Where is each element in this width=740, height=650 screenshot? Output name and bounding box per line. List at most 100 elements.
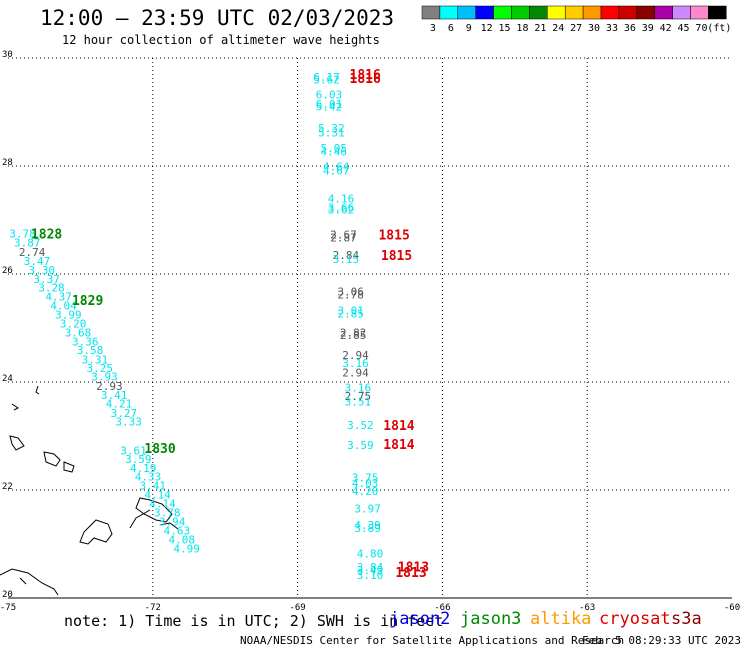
colorbar-swatch bbox=[636, 5, 655, 20]
colorbar-swatch bbox=[582, 5, 602, 20]
colorbar-label: 9 bbox=[466, 23, 472, 34]
wave-height-label: 4.99 bbox=[173, 542, 200, 555]
colorbar-label: 15 bbox=[499, 23, 511, 34]
grid bbox=[8, 57, 732, 599]
wave-height-label: 3.93 bbox=[91, 371, 118, 384]
wave-height-label: 6.17 bbox=[313, 71, 340, 84]
wave-height-label: 2.93 bbox=[96, 380, 123, 393]
wave-height-label: 4.63 bbox=[164, 525, 191, 538]
footer-note: note: 1) Time is in UTC; 2) SWH is in fe… bbox=[64, 612, 444, 630]
wave-height-label: 3.68 bbox=[65, 326, 92, 339]
mission-cryosat: cryosat bbox=[599, 609, 671, 629]
wave-height-label: 3.84 bbox=[357, 561, 384, 574]
colorbar-label: 3 bbox=[430, 23, 436, 34]
wave-height-label: 3.33 bbox=[115, 415, 142, 428]
pass-time-label: 1829 bbox=[72, 294, 103, 309]
wave-height-label: 3.62 bbox=[328, 204, 355, 217]
wave-height-label: 3.47 bbox=[24, 255, 51, 268]
wave-height-label: 3.16 bbox=[345, 381, 372, 394]
colorbar-label: 12 bbox=[481, 23, 493, 34]
y-tick-label: 20 bbox=[2, 590, 13, 600]
wave-height-label: 5.05 bbox=[321, 142, 348, 155]
wave-height-label: 3.78 bbox=[9, 228, 36, 241]
colorbar-label: 27 bbox=[570, 23, 582, 34]
wave-height-label: 5.42 bbox=[316, 101, 343, 114]
wave-height-label: 2.94 bbox=[342, 366, 369, 379]
wave-height-label: 2.85 bbox=[340, 329, 367, 342]
x-tick-label: -72 bbox=[145, 603, 161, 613]
wave-height-label: 3.30 bbox=[29, 264, 56, 277]
colorbar-legend: 3 6 9 12 15 18 21 24 27 30 33 36 39 42 45 70 (ft) bbox=[421, 5, 731, 34]
wave-height-label: 4.16 bbox=[328, 192, 355, 205]
colorbar-label: 45 bbox=[678, 23, 690, 34]
wave-height-label: 3.94 bbox=[159, 515, 186, 528]
wave-height-label: 4.14 bbox=[144, 488, 171, 501]
wave-height-label: 3.87 bbox=[14, 237, 41, 250]
wave-height-label: 3.01 bbox=[337, 305, 364, 318]
wave-height-label: 2.75 bbox=[345, 390, 372, 403]
wave-height-label: 3.89 bbox=[354, 522, 381, 535]
mission-s3a: s3a bbox=[671, 609, 702, 629]
wave-height-label: 5.31 bbox=[318, 127, 345, 140]
wave-height-label: 3.16 bbox=[342, 357, 369, 370]
wave-height-label: 2.82 bbox=[340, 326, 367, 339]
wave-height-label: 6.03 bbox=[316, 89, 343, 102]
colorbar-label: (ft) bbox=[707, 23, 731, 34]
wave-height-label: 3.28 bbox=[38, 282, 65, 295]
wave-height-label: 3.99 bbox=[55, 309, 82, 322]
wave-height-label: 3.10 bbox=[357, 569, 384, 582]
colorbar-label: 18 bbox=[516, 23, 528, 34]
wave-height-label: 3.97 bbox=[354, 502, 381, 515]
colorbar-swatch bbox=[547, 5, 566, 20]
wave-height-label: 2.84 bbox=[333, 249, 360, 262]
pass-time-label: 1816 bbox=[350, 68, 381, 83]
colorbar-label: 36 bbox=[624, 23, 636, 34]
wave-height-label: 4.64 bbox=[323, 161, 350, 174]
wave-height-label: 4.19 bbox=[130, 462, 157, 475]
colorbar-label: 24 bbox=[552, 23, 564, 34]
coastline-map bbox=[0, 385, 179, 596]
colorbar-label: 39 bbox=[642, 23, 654, 34]
wave-height-label: 3.37 bbox=[33, 273, 60, 286]
pass-time-label: 1815 bbox=[381, 249, 412, 264]
wave-height-label: 4.37 bbox=[45, 291, 72, 304]
wave-height-label: 3.59 bbox=[347, 439, 374, 452]
wave-height-label: 4.03 bbox=[352, 477, 379, 490]
wave-height-label: 2.67 bbox=[330, 229, 357, 242]
colorbar-swatch bbox=[654, 5, 673, 20]
pass-time-label: 1815 bbox=[378, 229, 409, 244]
wave-height-label: 2.74 bbox=[19, 246, 46, 259]
colorbar-swatch bbox=[529, 5, 548, 20]
wave-height-label: 3.25 bbox=[86, 362, 113, 375]
x-tick-label: -69 bbox=[289, 603, 305, 613]
wave-height-label: 3.41 bbox=[101, 389, 128, 402]
wave-height-label: 3.06 bbox=[337, 285, 364, 298]
colorbar-label: 30 bbox=[588, 23, 600, 34]
wave-height-label: 3.52 bbox=[347, 419, 374, 432]
colorbar-swatch bbox=[457, 5, 476, 20]
wave-height-label: 3.15 bbox=[333, 253, 360, 266]
wave-height-label: 4.08 bbox=[169, 534, 196, 547]
x-tick-label: -66 bbox=[434, 603, 450, 613]
y-tick-label: 28 bbox=[2, 158, 13, 168]
wave-height-label: 3.59 bbox=[125, 453, 152, 466]
wave-height-label: 5.62 bbox=[313, 74, 340, 87]
wave-height-label: 3.36 bbox=[72, 336, 99, 349]
x-tick-label: -60 bbox=[724, 603, 740, 613]
y-tick-label: 22 bbox=[2, 482, 13, 492]
colorbar-swatch bbox=[618, 5, 638, 20]
colorbar-swatch bbox=[672, 5, 691, 20]
colorbar-swatch bbox=[439, 5, 459, 20]
credit-text: NOAA/NESDIS Center for Satellite Applica… bbox=[240, 634, 625, 647]
wave-height-label: 3.20 bbox=[60, 318, 87, 331]
colorbar-label: 21 bbox=[534, 23, 546, 34]
island-shape bbox=[0, 385, 179, 596]
wave-height-label: 3.58 bbox=[77, 344, 104, 357]
mission-jason3: jason3 bbox=[460, 609, 522, 629]
wave-height-label: 4.14 bbox=[149, 498, 176, 511]
wave-height-label: 2.78 bbox=[337, 289, 364, 302]
wave-height-label: 3.49 bbox=[357, 564, 384, 577]
colorbar-swatch bbox=[600, 5, 620, 20]
wave-height-label: 3.66 bbox=[328, 202, 355, 215]
